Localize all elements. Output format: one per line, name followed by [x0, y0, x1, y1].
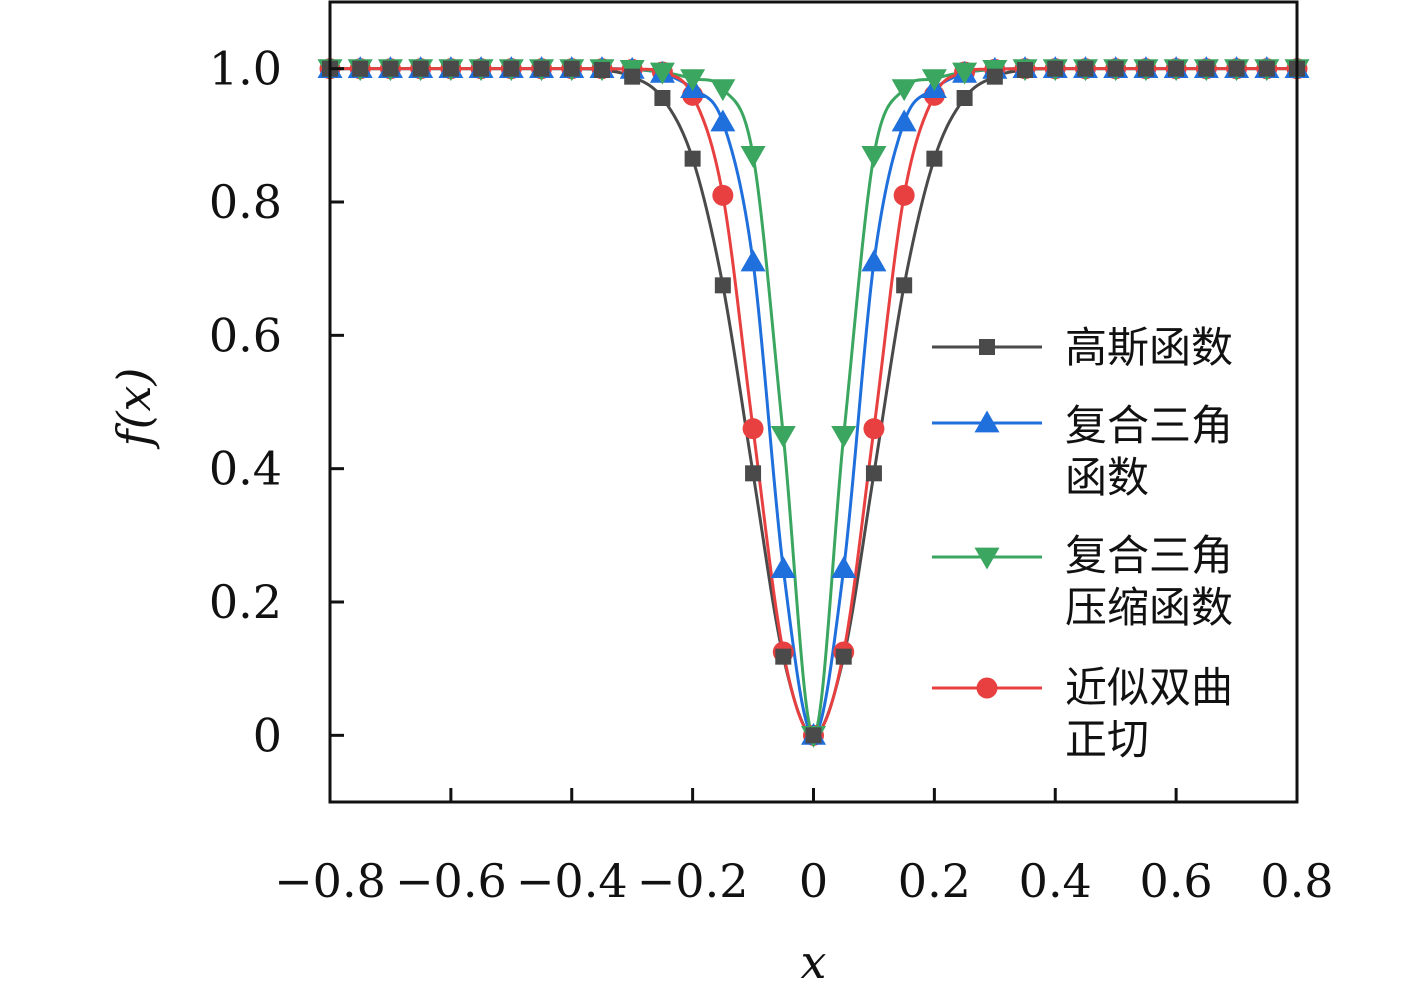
- data-point-series-0: [1258, 60, 1275, 77]
- data-point-series-0: [382, 60, 399, 77]
- data-point-series-2: [921, 69, 947, 92]
- legend-label-3: 正切: [1065, 715, 1149, 764]
- y-tick-label: 0.2: [209, 575, 282, 629]
- data-point-series-1: [770, 556, 796, 579]
- data-point-series-3: [863, 418, 885, 440]
- data-point-series-1: [740, 249, 766, 272]
- data-point-series-0: [1137, 60, 1154, 77]
- data-point-series-0: [745, 465, 762, 482]
- legend-label-2: 压缩函数: [1065, 583, 1233, 632]
- data-point-series-0: [1107, 60, 1124, 77]
- data-point-series-0: [1017, 62, 1034, 78]
- data-point-series-0: [1077, 60, 1094, 77]
- data-point-series-0: [986, 68, 1003, 85]
- markers-group: [317, 56, 1310, 748]
- data-point-series-3: [742, 418, 764, 440]
- x-tick-label: −0.2: [637, 854, 749, 908]
- legend-marker-0: [979, 339, 995, 355]
- data-point-series-0: [1168, 60, 1185, 77]
- data-point-series-0: [956, 90, 973, 106]
- legend-label-3: 近似双曲: [1065, 663, 1233, 712]
- x-tick-label: 0.4: [1019, 854, 1092, 908]
- data-point-series-2: [740, 145, 766, 168]
- data-point-series-2: [891, 79, 917, 102]
- legend-label-1: 函数: [1065, 453, 1149, 502]
- x-tick-label: 0: [799, 854, 828, 908]
- data-point-series-3: [712, 184, 734, 206]
- data-point-series-0: [714, 277, 731, 294]
- legend-marker-2: [974, 547, 1000, 570]
- data-point-series-0: [593, 62, 610, 78]
- y-tick-label: 1.0: [209, 42, 282, 96]
- x-tick-label: −0.8: [274, 854, 386, 908]
- data-point-series-0: [624, 68, 641, 85]
- data-point-series-0: [352, 60, 369, 77]
- data-point-series-0: [896, 277, 913, 294]
- data-point-series-0: [1198, 60, 1215, 77]
- data-point-series-0: [654, 90, 671, 106]
- data-point-series-0: [926, 150, 943, 167]
- y-axis-label: f(x): [107, 368, 161, 450]
- y-tick-label: 0: [253, 708, 282, 762]
- data-point-series-0: [775, 648, 792, 665]
- legend-label-2: 复合三角: [1065, 531, 1233, 580]
- legend-marker-1: [974, 410, 1000, 433]
- data-point-series-0: [805, 727, 822, 744]
- data-point-series-1: [891, 109, 917, 132]
- data-point-series-0: [503, 60, 520, 77]
- data-point-series-0: [473, 60, 490, 77]
- data-point-series-0: [835, 648, 852, 665]
- tick-labels-group: −0.8 −0.6 −0.4 −0.2 0 0.2 0.4 0.6 0.8 0 0.2 0.4 0.6 0…: [209, 42, 1334, 908]
- x-tick-label: 0.6: [1140, 854, 1213, 908]
- data-point-series-2: [680, 69, 706, 92]
- y-tick-label: 0.6: [209, 308, 282, 362]
- data-point-series-1: [831, 556, 857, 579]
- data-point-series-2: [831, 425, 857, 448]
- data-point-series-2: [861, 145, 887, 168]
- data-point-series-2: [770, 425, 796, 448]
- data-point-series-2: [649, 62, 675, 85]
- x-tick-label: −0.4: [516, 854, 628, 908]
- x-tick-label: −0.6: [395, 854, 507, 908]
- data-point-series-0: [412, 60, 429, 77]
- data-point-series-3: [893, 184, 915, 206]
- data-point-series-0: [563, 60, 580, 77]
- data-point-series-1: [710, 109, 736, 132]
- data-point-series-0: [442, 60, 459, 77]
- data-point-series-2: [710, 79, 736, 102]
- data-point-series-0: [533, 60, 550, 77]
- x-tick-label: 0.2: [898, 854, 971, 908]
- data-point-series-2: [952, 62, 978, 85]
- data-point-series-0: [865, 465, 882, 482]
- legend-label-0: 高斯函数: [1065, 323, 1233, 372]
- ticks-group: [328, 67, 1299, 802]
- data-point-series-0: [1047, 60, 1064, 77]
- data-point-series-1: [861, 249, 887, 272]
- legend-label-1: 复合三角: [1065, 401, 1233, 450]
- x-axis-label: x: [801, 935, 827, 989]
- y-tick-label: 0.8: [209, 175, 282, 229]
- data-point-series-0: [684, 150, 701, 167]
- x-tick-label: 0.8: [1260, 854, 1333, 908]
- y-tick-label: 0.4: [209, 442, 282, 496]
- legend-marker-3: [976, 677, 998, 699]
- data-point-series-0: [1228, 60, 1245, 77]
